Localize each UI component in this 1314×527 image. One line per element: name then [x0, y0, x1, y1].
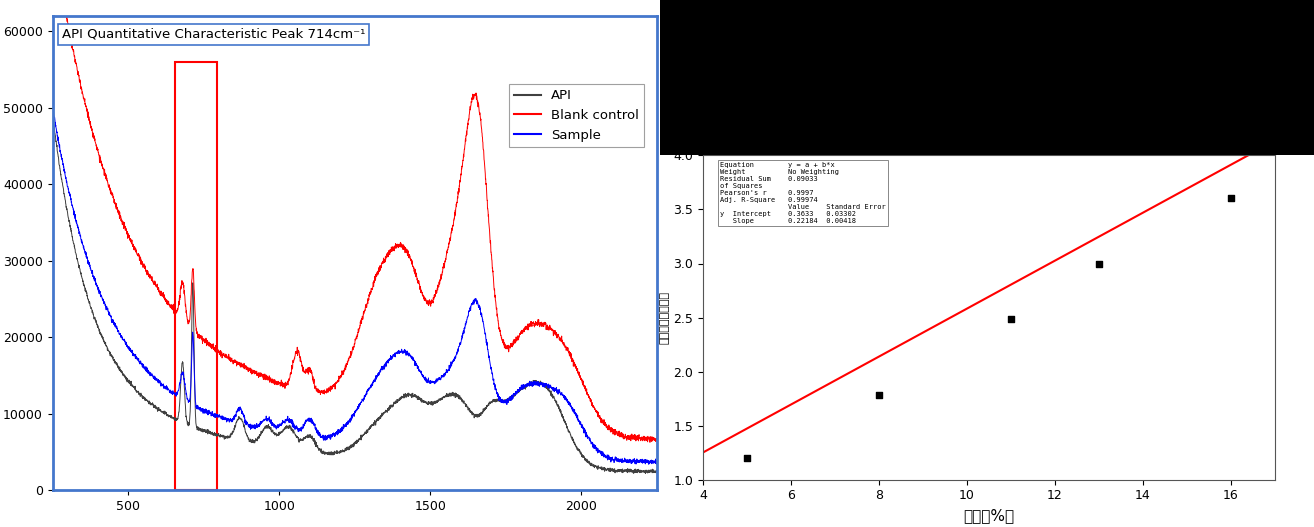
API — [572, 448, 587, 454]
API — [302, 434, 318, 440]
Bar — [175, 62, 217, 490]
Text: Equation        y = a + b*x
Weight          No Weighting
Residual Sum    0.09033: Equation y = a + b*x Weight No Weighting… — [720, 162, 886, 224]
Point — [1000, 315, 1021, 323]
Point — [1088, 259, 1109, 268]
Blank control — [45, 13, 60, 19]
Text: API Quantitative Characteristic Peak 714cm⁻¹: API Quantitative Characteristic Peak 714… — [62, 27, 365, 41]
API — [637, 470, 653, 476]
Sample — [649, 461, 665, 467]
Blank control — [113, 218, 129, 224]
Blank control — [649, 436, 665, 442]
Blank control — [572, 374, 587, 380]
API — [45, 112, 60, 119]
Line: Sample: Sample — [53, 106, 657, 464]
Sample — [302, 416, 318, 422]
API — [150, 406, 166, 413]
Blank control — [637, 436, 653, 442]
Sample — [572, 421, 587, 427]
Sample — [150, 378, 166, 384]
Sample — [276, 418, 292, 424]
Sample — [45, 103, 60, 110]
X-axis label: 浓度（%）: 浓度（%） — [963, 508, 1014, 523]
API — [649, 466, 665, 473]
Legend: API, Blank control, Sample: API, Blank control, Sample — [509, 84, 644, 147]
Line: Blank control: Blank control — [53, 16, 657, 442]
Point — [1221, 193, 1242, 202]
Blank control — [150, 283, 166, 289]
Point — [869, 391, 890, 399]
Y-axis label: 峰面积相对峰面积: 峰面积相对峰面积 — [660, 291, 669, 344]
API — [113, 369, 129, 376]
Blank control — [276, 384, 292, 390]
API — [276, 426, 292, 433]
Blank control — [643, 439, 658, 445]
Sample — [637, 458, 653, 465]
Sample — [113, 333, 129, 339]
Sample — [649, 460, 665, 466]
Line: API: API — [53, 115, 657, 473]
Point — [736, 454, 757, 462]
API — [637, 467, 653, 473]
Blank control — [302, 368, 318, 375]
